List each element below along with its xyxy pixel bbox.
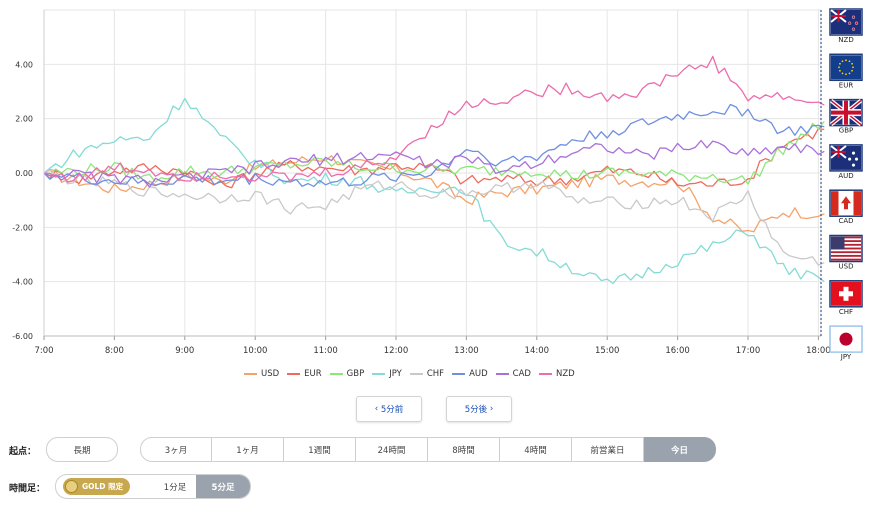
x-tick-label: 10:00 [243, 346, 268, 356]
timeframe-5min-button[interactable]: 5分足 [196, 475, 250, 498]
flag-jpy-icon[interactable]: JPY [829, 325, 863, 361]
x-tick-label: 13:00 [454, 346, 479, 356]
x-tick-label: 18:00 [806, 346, 831, 356]
series-line-jpy [43, 97, 825, 285]
flag-label: NZD [838, 36, 853, 44]
chart-grid [43, 9, 822, 337]
y-tick-label: -2.00 [12, 223, 33, 232]
x-tick-label: 8:00 [105, 346, 124, 356]
y-tick-label: 2.00 [15, 115, 33, 124]
gold-only-badge-wrap: GOLD 限定 [56, 475, 154, 498]
flag-label: CHF [839, 308, 853, 316]
flag-eur-icon[interactable]: EUR [829, 53, 863, 89]
flag-aud-icon[interactable]: AUD [829, 144, 863, 180]
legend-item-aud[interactable]: AUD [452, 369, 488, 379]
range-label: 起点： [9, 447, 37, 457]
x-tick-label: 7:00 [34, 346, 53, 356]
legend-swatch [452, 373, 466, 375]
flag-gbp-icon[interactable]: GBP [829, 98, 863, 135]
chart-legend: USD EUR GBP JPY CHF AUD CAD NZD [244, 369, 575, 379]
flag-label: JPY [840, 353, 852, 361]
flag-label: EUR [839, 81, 854, 89]
timeframe-label: 時間足： [9, 484, 46, 494]
range-option-button[interactable]: 前営業日 [572, 437, 644, 462]
next-5min-button[interactable]: 5分後 › [446, 396, 512, 422]
legend-item-gbp[interactable]: GBP [329, 369, 365, 379]
range-option-button[interactable]: 8時間 [428, 437, 500, 462]
legend-swatch [409, 373, 423, 375]
legend-label: JPY [389, 369, 402, 379]
range-option-button[interactable]: 24時間 [356, 437, 428, 462]
timeframe-selector: GOLD 限定 1分足 5分足 [55, 474, 251, 499]
series-line-chf [43, 169, 825, 266]
x-tick-label: 14:00 [525, 346, 550, 356]
y-tick-label: 4.00 [15, 60, 33, 69]
range-option-button[interactable]: 4時間 [500, 437, 572, 462]
series-line-nzd [43, 55, 825, 183]
legend-label: GBP [346, 369, 365, 379]
series-line-aud [43, 103, 825, 188]
legend-label: AUD [469, 369, 488, 379]
y-tick-label: -4.00 [12, 278, 33, 287]
legend-swatch [287, 373, 301, 375]
x-tick-label: 17:00 [736, 346, 761, 356]
flag-label: AUD [838, 172, 853, 180]
legend-label: USD [261, 369, 280, 379]
x-tick-label: 15:00 [595, 346, 620, 356]
range-option-button[interactable]: 1週間 [284, 437, 356, 462]
flag-label: CAD [838, 217, 853, 225]
flag-label: USD [839, 263, 854, 271]
legend-item-usd[interactable]: USD [244, 369, 279, 379]
y-tick-label: 0.00 [15, 169, 33, 178]
range-option-button[interactable]: 長期 [46, 437, 118, 462]
x-tick-label: 16:00 [665, 346, 690, 356]
series-line-eur [43, 127, 825, 189]
gold-coin-icon [65, 480, 78, 493]
x-tick-label: 12:00 [384, 346, 409, 356]
chevron-left-icon: ‹ [374, 404, 381, 414]
next-5min-label: 5分後 [464, 405, 488, 415]
range-option-button[interactable]: 今日 [644, 437, 716, 462]
timeframe-1min-button[interactable]: 1分足 [163, 482, 187, 493]
legend-swatch [495, 373, 509, 375]
flag-label: GBP [839, 127, 853, 135]
range-selector: 長期 3ヶ月 1ヶ月 1週間 24時間 8時間 4時間 前営業日 今日 [46, 437, 716, 462]
legend-item-jpy[interactable]: JPY [372, 369, 402, 379]
x-tick-label: 11:00 [313, 346, 338, 356]
legend-item-cad[interactable]: CAD [495, 369, 531, 379]
legend-item-eur[interactable]: EUR [287, 369, 322, 379]
flag-usd-icon[interactable]: USD [829, 234, 863, 271]
legend-label: CHF [426, 369, 445, 379]
legend-item-nzd[interactable]: NZD [538, 369, 575, 379]
legend-swatch [329, 373, 343, 375]
legend-label: NZD [555, 369, 575, 379]
flag-cad-icon[interactable]: CAD [829, 189, 863, 225]
chevron-right-icon: › [487, 404, 494, 414]
y-tick-label: -6.00 [12, 332, 33, 341]
gold-only-label: GOLD 限定 [82, 482, 124, 491]
legend-label: CAD [512, 369, 531, 379]
flag-nzd-icon[interactable]: NZD [829, 8, 863, 44]
legend-swatch [372, 373, 386, 375]
chart-axes: 4.00 2.00 0.00 -2.00 -4.00 -6.007:00 8:00 9:00 1… [12, 10, 831, 356]
prev-5min-button[interactable]: ‹ 5分前 [356, 396, 422, 422]
range-option-button[interactable]: 1ヶ月 [212, 437, 284, 462]
range-option-button[interactable]: 3ヶ月 [140, 437, 212, 462]
x-tick-label: 9:00 [175, 346, 194, 356]
legend-item-chf[interactable]: CHF [409, 369, 445, 379]
gold-only-badge: GOLD 限定 [63, 478, 131, 495]
flag-chf-icon[interactable]: CHF [829, 280, 863, 316]
legend-swatch [538, 373, 552, 375]
chart-series [43, 55, 825, 285]
legend-label: EUR [304, 369, 322, 379]
prev-5min-label: 5分前 [380, 405, 404, 415]
legend-swatch [244, 373, 257, 375]
currency-flag-panel: NZD EUR GBP AUD CAD USD CHF JPY [829, 8, 863, 361]
